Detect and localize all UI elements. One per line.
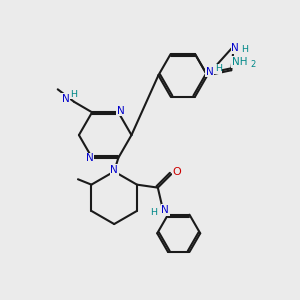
Text: N: N xyxy=(86,153,94,164)
Text: H: H xyxy=(241,45,248,54)
Text: H: H xyxy=(70,90,77,99)
Text: N: N xyxy=(232,43,239,53)
Text: N: N xyxy=(110,165,118,175)
Text: O: O xyxy=(172,167,181,177)
Text: N: N xyxy=(117,106,124,116)
Text: N: N xyxy=(161,205,169,215)
Text: H: H xyxy=(215,64,222,73)
Text: NH: NH xyxy=(232,57,248,67)
Text: 2: 2 xyxy=(250,60,255,69)
Text: H: H xyxy=(150,208,158,217)
Text: N: N xyxy=(206,67,213,77)
Text: N: N xyxy=(62,94,70,104)
